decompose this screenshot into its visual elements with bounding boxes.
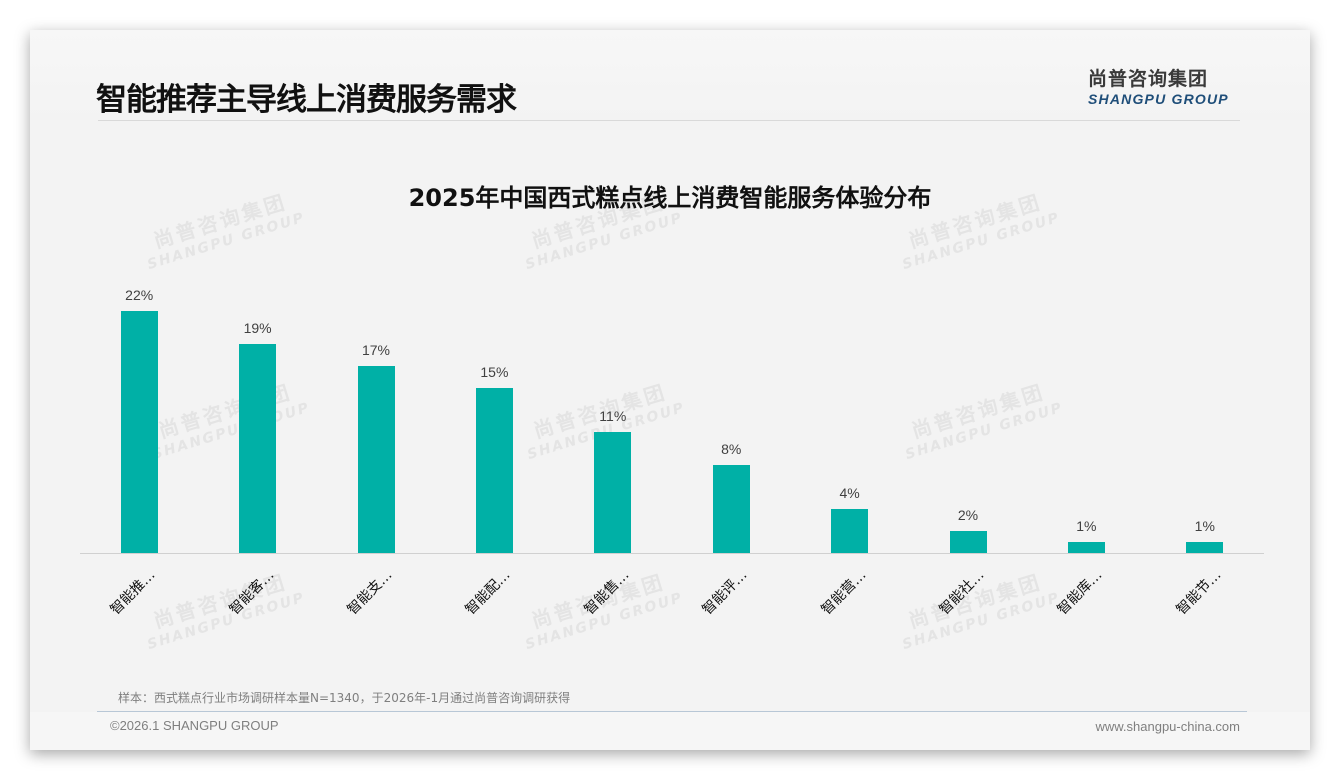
- bar: [831, 509, 869, 553]
- bar: [357, 366, 395, 553]
- company-logo: 尚普咨询集团 SHANGPU GROUP: [1088, 64, 1238, 107]
- bar: [594, 432, 632, 553]
- bar-value-label: 17%: [361, 342, 391, 358]
- bar-value-label: 2%: [957, 507, 979, 523]
- bar-value-label: 4%: [839, 485, 860, 501]
- slide: 智能推荐主导线上消费服务需求 尚普咨询集团 SHANGPU GROUP: [30, 30, 1310, 750]
- x-axis-line: [80, 553, 1264, 554]
- page-title: 智能推荐主导线上消费服务需求: [96, 82, 517, 118]
- bar: [949, 531, 987, 553]
- bar: [475, 388, 513, 553]
- website-link: www.shangpu-china.com: [1095, 719, 1240, 734]
- footer-divider: [97, 711, 1247, 712]
- bar: [1186, 542, 1224, 553]
- logo-text-cn: 尚普咨询集团: [1088, 68, 1209, 90]
- bar-value-label: 15%: [480, 364, 509, 380]
- bar: [120, 311, 158, 553]
- bar: [1067, 542, 1105, 553]
- bar: [712, 465, 750, 553]
- bar-value-label: 11%: [599, 408, 627, 424]
- source-note: 样本：西式糕点行业市场调研样本量N=1340，于2026年-1月通过尚普咨询调研…: [118, 691, 571, 705]
- logo-text-en: SHANGPU GROUP: [1088, 91, 1229, 107]
- copyright-text: ©2026.1 SHANGPU GROUP: [110, 718, 279, 733]
- bar-value-label: 22%: [125, 287, 154, 303]
- footer-band: [30, 712, 1310, 750]
- header-divider: [98, 120, 1240, 121]
- bar-value-label: 19%: [243, 320, 272, 336]
- bar-value-label: 1%: [1194, 518, 1215, 534]
- header-band: [30, 30, 1310, 120]
- bar-value-label: 8%: [721, 441, 742, 457]
- bar-value-label: 1%: [1076, 518, 1097, 534]
- bar: [239, 344, 277, 553]
- chart-title: 2025年中国西式糕点线上消费智能服务体验分布: [408, 184, 932, 212]
